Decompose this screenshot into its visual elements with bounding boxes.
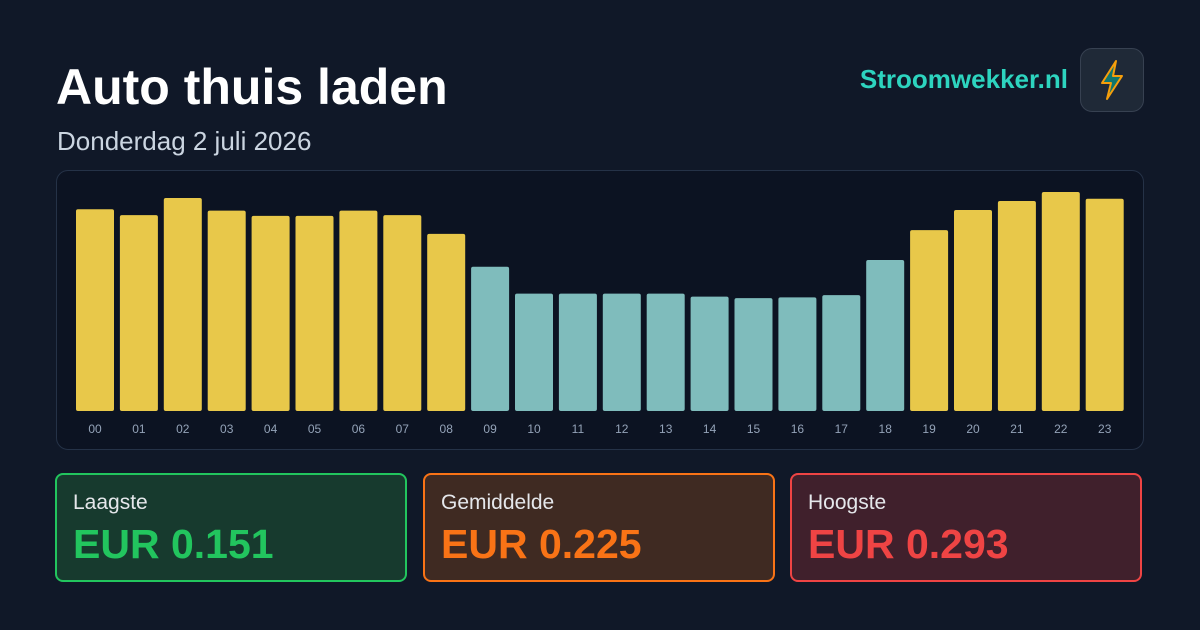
x-tick-label: 05 bbox=[308, 422, 322, 436]
x-tick-label: 13 bbox=[659, 422, 673, 436]
bar bbox=[734, 298, 773, 411]
stat-card: Hoogste EUR 0.293 bbox=[790, 473, 1142, 582]
x-tick-label: 08 bbox=[440, 422, 454, 436]
bar bbox=[954, 209, 992, 411]
stat-value: EUR 0.225 bbox=[441, 521, 642, 567]
bar bbox=[251, 215, 290, 411]
stat-card: Gemiddelde EUR 0.225 bbox=[423, 473, 775, 582]
x-tick-label: 01 bbox=[132, 422, 146, 436]
chart: 00 01 02 03 04 05 06 07 08 09 10 11 12 13 14 15 16 17 18 19… bbox=[76, 192, 1124, 436]
stat-label: Gemiddelde bbox=[441, 491, 555, 514]
bar bbox=[602, 293, 641, 411]
subtitle: Donderdag 2 juli 2026 bbox=[57, 126, 312, 156]
x-tick-label: 22 bbox=[1054, 422, 1068, 436]
bar bbox=[427, 233, 466, 411]
bar bbox=[383, 215, 422, 411]
bar bbox=[558, 293, 597, 411]
x-tick-label: 17 bbox=[835, 422, 849, 436]
brand-icon bbox=[1080, 48, 1144, 112]
bar bbox=[76, 209, 114, 411]
bar bbox=[1085, 198, 1124, 411]
x-tick-label: 12 bbox=[615, 422, 629, 436]
bar bbox=[207, 210, 246, 411]
stat-label: Laagste bbox=[73, 491, 148, 514]
x-tick-label: 18 bbox=[879, 422, 893, 436]
x-tick-label: 15 bbox=[747, 422, 761, 436]
bar bbox=[822, 295, 861, 411]
bar bbox=[339, 210, 378, 411]
bar bbox=[119, 215, 158, 411]
x-tick-label: 07 bbox=[396, 422, 410, 436]
bar bbox=[778, 297, 817, 411]
x-tick-label: 06 bbox=[352, 422, 366, 436]
x-tick-label: 19 bbox=[922, 422, 936, 436]
x-tick-label: 20 bbox=[966, 422, 980, 436]
stat-value: EUR 0.293 bbox=[808, 521, 1009, 567]
bar bbox=[295, 215, 334, 411]
bar bbox=[690, 296, 729, 411]
x-tick-label: 03 bbox=[220, 422, 234, 436]
x-tick-label: 23 bbox=[1098, 422, 1112, 436]
bar bbox=[515, 293, 553, 411]
x-tick-label: 02 bbox=[176, 422, 190, 436]
bar bbox=[910, 230, 949, 411]
lightning-icon bbox=[1101, 60, 1123, 100]
bar bbox=[997, 200, 1036, 411]
bar bbox=[866, 260, 905, 411]
bar bbox=[646, 293, 685, 411]
x-tick-label: 11 bbox=[572, 422, 585, 436]
x-tick-label: 14 bbox=[703, 422, 717, 436]
bar bbox=[163, 197, 202, 411]
x-tick-label: 10 bbox=[527, 422, 541, 436]
bar bbox=[1041, 192, 1080, 411]
bar bbox=[471, 266, 510, 411]
stat-value: EUR 0.151 bbox=[73, 521, 274, 567]
x-tick-label: 16 bbox=[791, 422, 805, 436]
x-tick-label: 04 bbox=[264, 422, 278, 436]
stat-card: Laagste EUR 0.151 bbox=[55, 473, 407, 582]
x-tick-label: 09 bbox=[483, 422, 497, 436]
brand: Stroomwekker.nl bbox=[859, 64, 1068, 94]
title: Auto thuis laden bbox=[56, 59, 448, 115]
stat-label: Hoogste bbox=[808, 491, 887, 514]
x-tick-label: 21 bbox=[1010, 422, 1024, 436]
x-tick-label: 00 bbox=[88, 422, 102, 436]
